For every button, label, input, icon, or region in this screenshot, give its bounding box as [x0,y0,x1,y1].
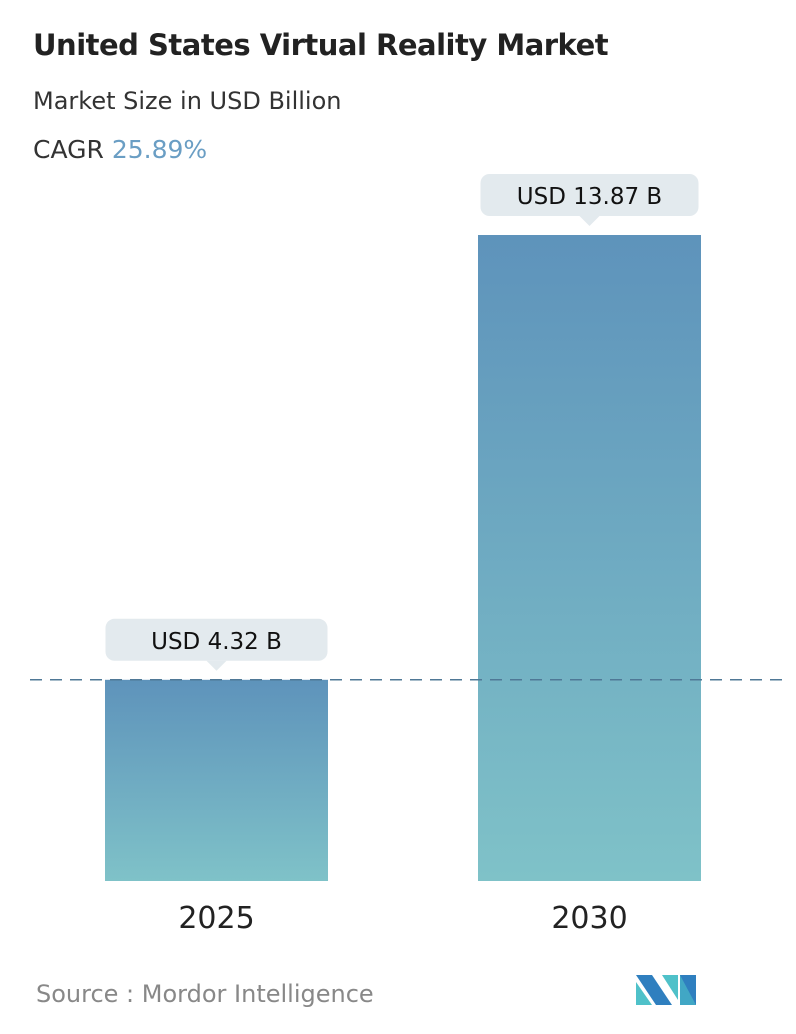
bar-2025 [105,679,328,881]
bar-2030 [478,235,701,881]
cagr-value: 25.89% [111,135,208,164]
data-label-bg [480,174,699,216]
data-label-pointer [206,660,227,671]
data-label-pointer [579,216,600,226]
data-label: USD 4.32 B [151,629,282,655]
bar-chart: 2025 USD 4.32 B 2030 USD 13.87 B [30,174,790,936]
data-label: USD 13.87 B [517,184,662,210]
x-tick-label: 2025 [178,901,254,936]
source-text: Source : Mordor Intelligence [36,980,374,1008]
chart-subtitle: Market Size in USD Billion [33,87,342,115]
chart-title: United States Virtual Reality Market [33,28,609,62]
cagr-label: CAGR [33,135,104,164]
x-tick-label: 2030 [551,901,627,936]
cagr: CAGR 25.89% [33,135,207,164]
data-label-bg [105,618,328,661]
